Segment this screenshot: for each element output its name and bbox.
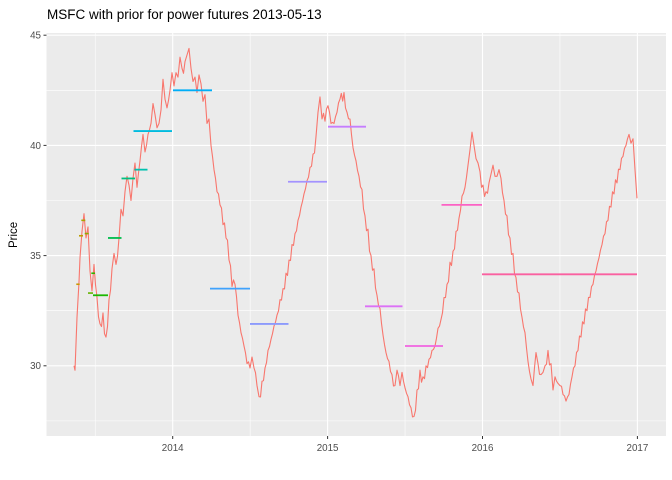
- x-tick-label: 2017: [627, 443, 649, 454]
- panel-background: [46, 33, 666, 436]
- y-tick-label: 30: [30, 361, 41, 372]
- y-tick-label: 45: [30, 31, 41, 42]
- x-tick-label: 2016: [472, 443, 494, 454]
- price-line: [73, 47, 638, 418]
- page-title: MSFC with prior for power futures 2013-0…: [47, 7, 322, 22]
- x-tick-label: 2014: [162, 443, 184, 454]
- y-axis-title: Price: [8, 221, 20, 248]
- y-tick-label: 40: [30, 141, 41, 152]
- y-tick-label: 35: [30, 251, 41, 262]
- x-tick-label: 2015: [317, 443, 339, 454]
